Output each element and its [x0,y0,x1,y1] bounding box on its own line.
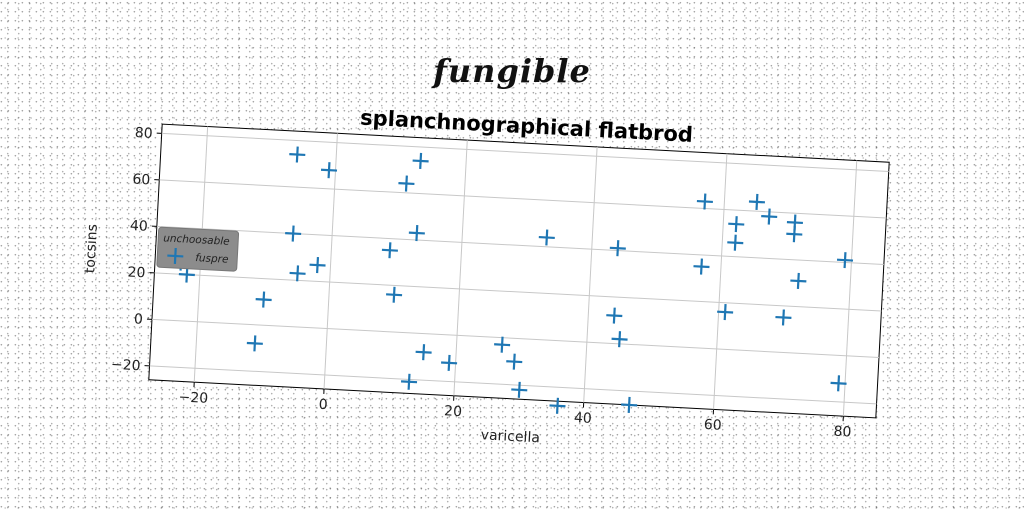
y-tick-label: 40 [130,218,149,235]
data-point [289,265,306,282]
plot-area [148,123,890,419]
data-point [320,162,338,179]
x-tick-label: 40 [574,410,593,427]
x-tick-label: 0 [318,397,328,413]
ticks: −20 0 20 40 60 80 −20 0 20 40 60 80 [111,125,852,441]
y-tick-label: 0 [134,311,144,327]
data-point [696,193,713,210]
legend-entry-fuspre: fuspre [195,252,229,266]
data-point [538,229,555,246]
data-point [830,375,847,392]
data-point [246,335,263,352]
data-point [549,397,566,414]
y-axis-label: tocsins [82,224,101,274]
legend: unchoosable fuspre [156,226,240,272]
data-point [609,240,626,257]
data-point [775,309,792,326]
data-point [717,304,734,321]
y-gridline [156,225,884,265]
legend-marker-plus [167,247,184,265]
y-tick-label: 20 [127,264,146,281]
y-gridline [161,132,889,173]
y-tick-label: −20 [111,357,141,375]
data-point [309,257,326,274]
x-axis-label: varicella [480,427,540,446]
x-gridline [323,133,338,389]
y-tick-label: 60 [132,172,151,189]
data-point [386,286,403,303]
data-point [611,331,628,348]
y-gridline [149,365,877,405]
data-point [790,272,807,290]
figure-suptitle: fungible [433,52,591,90]
x-gridline [583,146,598,403]
data-point [401,373,418,390]
data-point [606,307,623,324]
data-point [398,175,415,192]
data-point [511,381,528,398]
data-point [178,266,195,283]
data-point [289,146,306,163]
x-tick-label: 80 [833,424,852,441]
grid [149,126,889,417]
data-point [415,344,432,361]
x-gridline [842,160,858,417]
data-point [255,291,272,308]
data-point [728,216,745,233]
data-point [441,354,458,371]
data-point [494,336,511,353]
data-point [761,208,778,225]
data-point [748,193,765,210]
chart-group: splanchnographical flatbrod −20 0 20 40 60 80… [82,105,890,446]
data-point [412,152,429,170]
y-gridline [151,318,879,358]
data-point [786,226,803,243]
data-point [381,242,398,259]
y-gridline [154,272,882,312]
legend-marker [167,247,184,265]
data-point [693,258,710,275]
x-tick-label: 60 [703,417,722,434]
data-point [621,396,638,413]
data-point [727,234,744,251]
data-point [506,353,523,370]
y-tick-label: 80 [134,125,153,142]
x-tick-label: 20 [444,403,463,420]
x-gridline [453,140,468,396]
legend-entry-unchoosable: unchoosable [163,232,230,247]
x-tick-label: −20 [178,389,208,407]
data-point [408,224,425,242]
data-point [285,225,302,242]
x-gridline [713,153,728,410]
data-point [836,252,854,269]
y-gridline [159,179,887,219]
legend-box [156,226,240,272]
